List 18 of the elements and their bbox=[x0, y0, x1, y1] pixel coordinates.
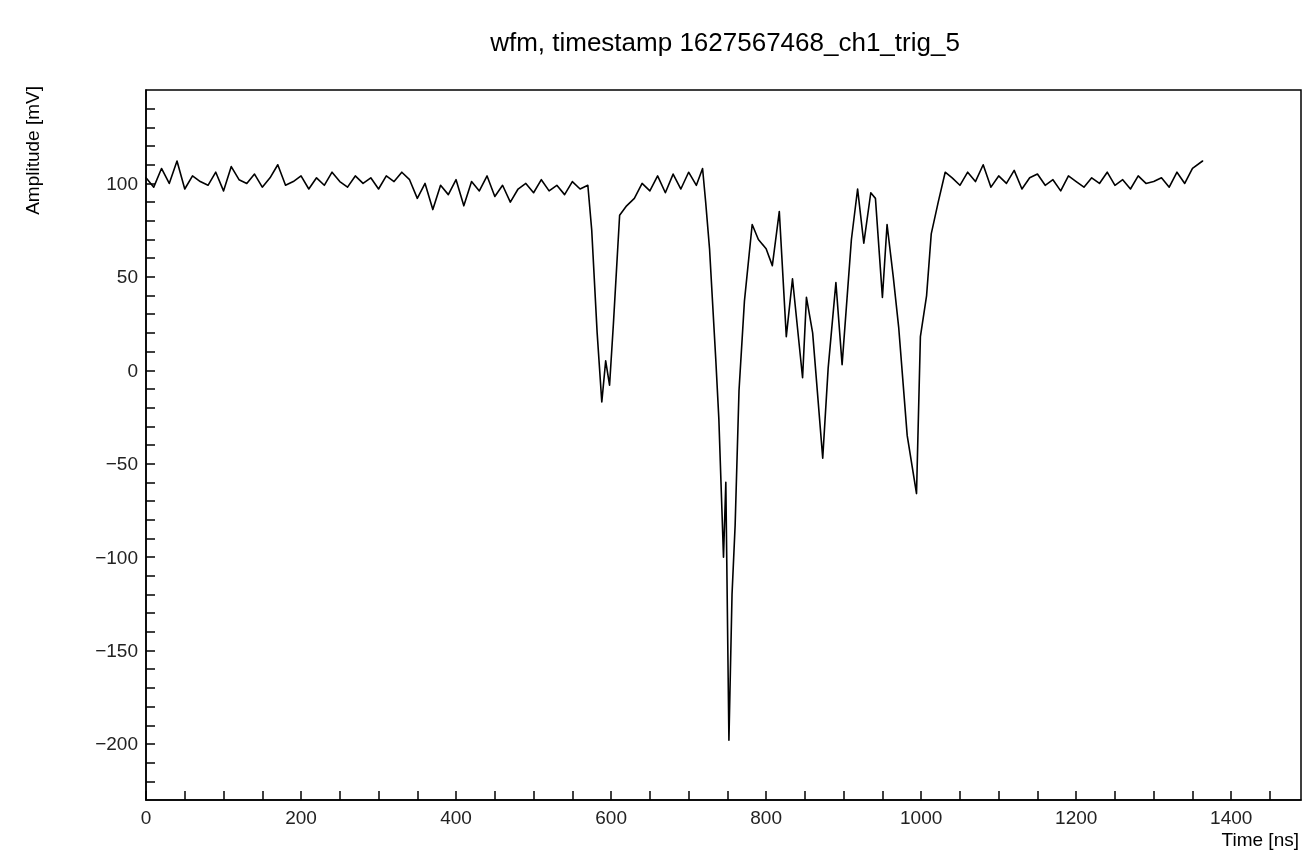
y-tick-label: −200 bbox=[95, 733, 138, 755]
y-axis-title: Amplitude [mV] bbox=[22, 86, 43, 215]
x-tick-label: 1400 bbox=[1210, 807, 1253, 828]
x-tick-label: 0 bbox=[140, 807, 152, 828]
x-axis-title: Time [ns] bbox=[1221, 829, 1299, 850]
x-tick-label: 200 bbox=[285, 807, 317, 828]
y-tick-label: −50 bbox=[105, 453, 138, 475]
chart-title: wfm, timestamp 1627567468_ch1_trig_5 bbox=[489, 27, 960, 57]
y-tick-label: 100 bbox=[106, 172, 138, 194]
x-tick-label: 1200 bbox=[1055, 807, 1098, 828]
y-tick-label: 50 bbox=[116, 266, 138, 288]
y-tick-label: 0 bbox=[127, 359, 138, 381]
x-tick-label: 1000 bbox=[900, 807, 943, 828]
y-tick-label: −150 bbox=[95, 640, 138, 662]
x-tick-label: 600 bbox=[595, 807, 627, 828]
y-tick-label: −100 bbox=[95, 546, 138, 568]
x-tick-label: 400 bbox=[440, 807, 472, 828]
x-tick-label: 800 bbox=[750, 807, 782, 828]
